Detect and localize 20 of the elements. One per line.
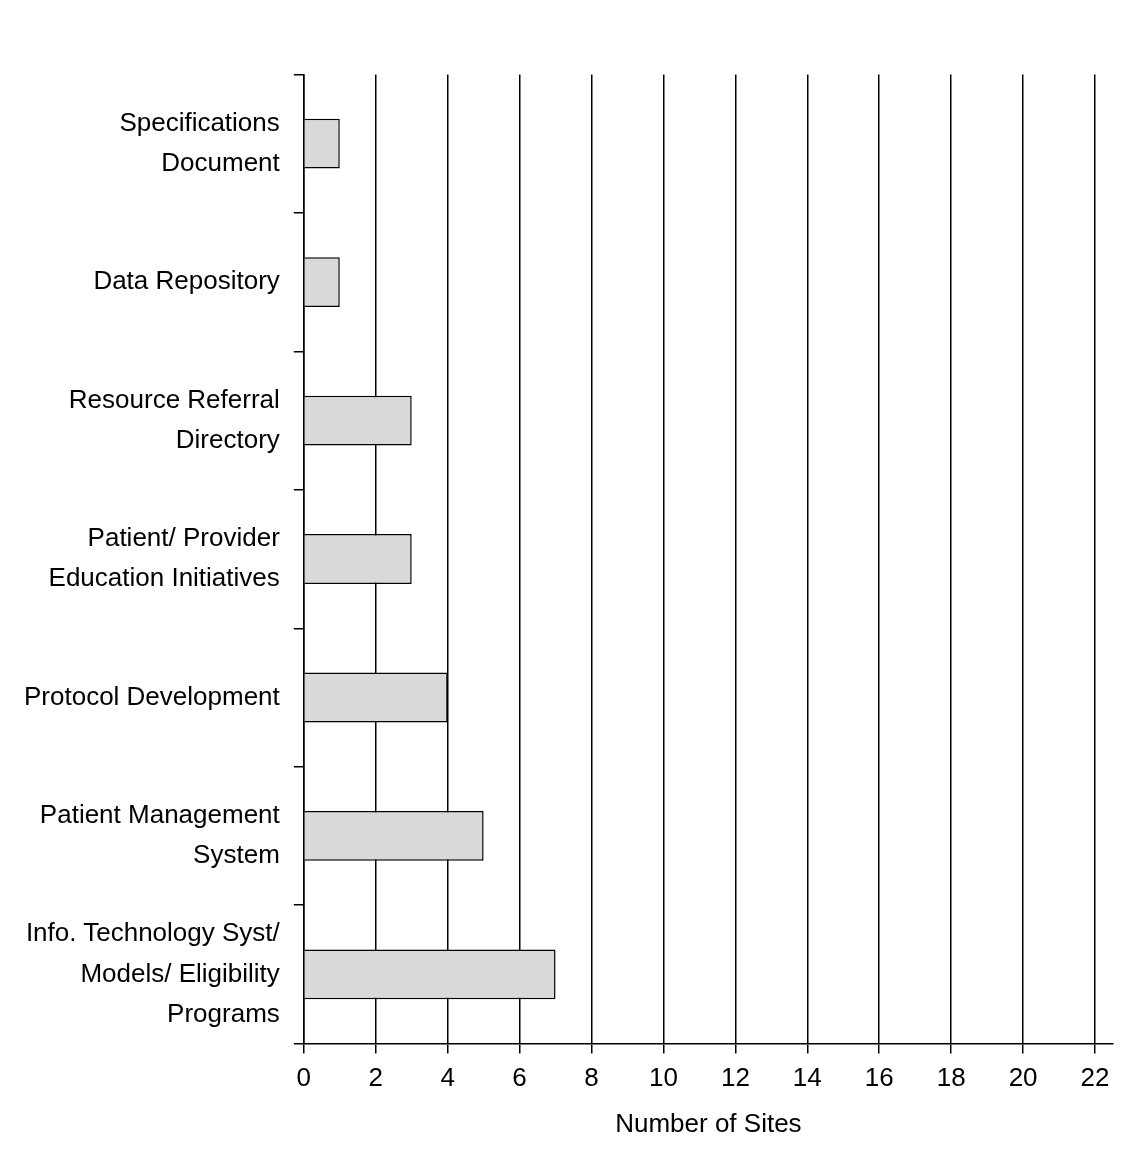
y-tick-label: Patient Management System xyxy=(39,798,281,870)
y-tick-label: Protocol Development xyxy=(23,680,281,711)
y-tick-label: Patient/ Provider Education Initiatives xyxy=(48,522,281,593)
x-axis-title: Number of Sites xyxy=(615,1107,802,1138)
x-tick-label: 18 xyxy=(936,1062,966,1093)
x-tick-label: 10 xyxy=(648,1062,678,1093)
x-tick-label: 6 xyxy=(512,1062,527,1093)
x-tick-label: 2 xyxy=(368,1062,383,1093)
x-tick-label: 16 xyxy=(864,1062,894,1093)
x-tick-label: 20 xyxy=(1008,1062,1038,1093)
x-tick-label: 0 xyxy=(296,1062,312,1093)
x-tick-label: 12 xyxy=(720,1062,750,1093)
x-tick-label: 4 xyxy=(440,1062,455,1093)
y-tick-label: Resource Referral Directory xyxy=(68,383,280,454)
y-tick-label: Specifications Document xyxy=(119,106,281,177)
y-tick-label: Info. Technology Syst/ Models/ Eligibility Programs xyxy=(25,917,281,1028)
x-tick-label: 14 xyxy=(792,1062,822,1093)
y-tick-label: Data Repository xyxy=(93,265,280,296)
x-tick-label: 8 xyxy=(584,1062,599,1093)
x-tick-label: 22 xyxy=(1080,1062,1110,1093)
